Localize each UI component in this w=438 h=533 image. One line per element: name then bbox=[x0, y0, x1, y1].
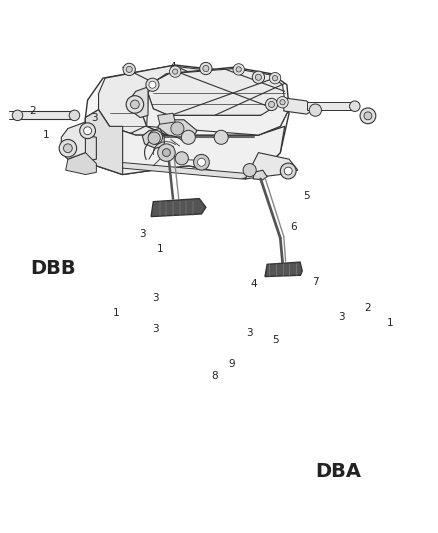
Circle shape bbox=[80, 123, 95, 139]
Polygon shape bbox=[85, 65, 289, 179]
Circle shape bbox=[126, 66, 132, 72]
Circle shape bbox=[255, 74, 261, 80]
Bar bbox=[18, 111, 74, 119]
Circle shape bbox=[272, 76, 278, 81]
Circle shape bbox=[252, 71, 265, 84]
Text: 1: 1 bbox=[113, 308, 120, 318]
Circle shape bbox=[59, 140, 77, 157]
Text: 1: 1 bbox=[386, 318, 393, 328]
Polygon shape bbox=[284, 98, 315, 114]
Circle shape bbox=[280, 100, 285, 105]
Polygon shape bbox=[85, 110, 123, 174]
Circle shape bbox=[360, 108, 376, 124]
Text: 3: 3 bbox=[152, 324, 159, 334]
Polygon shape bbox=[85, 110, 285, 179]
Text: 5: 5 bbox=[272, 335, 279, 345]
Polygon shape bbox=[61, 122, 85, 159]
Circle shape bbox=[284, 167, 292, 175]
Circle shape bbox=[158, 144, 175, 161]
Circle shape bbox=[350, 101, 360, 111]
Circle shape bbox=[265, 98, 278, 110]
Text: 2: 2 bbox=[364, 303, 371, 313]
Text: 9: 9 bbox=[229, 359, 236, 368]
Polygon shape bbox=[151, 199, 206, 216]
Text: 7: 7 bbox=[312, 277, 319, 287]
Circle shape bbox=[84, 127, 92, 135]
Text: 6: 6 bbox=[290, 222, 297, 232]
Circle shape bbox=[280, 163, 296, 179]
Circle shape bbox=[148, 132, 160, 144]
Text: 3: 3 bbox=[246, 328, 253, 338]
Circle shape bbox=[175, 152, 188, 165]
Circle shape bbox=[170, 66, 181, 77]
Circle shape bbox=[268, 101, 275, 108]
Circle shape bbox=[309, 104, 321, 116]
Circle shape bbox=[126, 96, 144, 113]
Circle shape bbox=[69, 110, 80, 120]
Text: 2: 2 bbox=[29, 106, 36, 116]
Circle shape bbox=[203, 66, 209, 71]
Text: 3: 3 bbox=[152, 293, 159, 303]
Circle shape bbox=[148, 130, 162, 144]
Polygon shape bbox=[96, 161, 258, 179]
Circle shape bbox=[194, 155, 209, 170]
Circle shape bbox=[200, 62, 212, 75]
Polygon shape bbox=[66, 152, 96, 174]
Polygon shape bbox=[99, 66, 280, 135]
Text: 4: 4 bbox=[251, 279, 258, 289]
Text: 4: 4 bbox=[170, 62, 177, 72]
Circle shape bbox=[64, 144, 72, 152]
Polygon shape bbox=[158, 113, 175, 124]
Circle shape bbox=[171, 122, 184, 135]
Circle shape bbox=[198, 158, 205, 166]
Text: 1: 1 bbox=[42, 130, 49, 140]
Text: 5: 5 bbox=[303, 191, 310, 201]
Polygon shape bbox=[140, 67, 289, 135]
Bar bbox=[307, 102, 355, 110]
Polygon shape bbox=[148, 69, 285, 115]
Circle shape bbox=[243, 164, 256, 177]
Circle shape bbox=[214, 130, 228, 144]
Text: 1: 1 bbox=[156, 244, 163, 254]
Polygon shape bbox=[253, 170, 267, 180]
Polygon shape bbox=[147, 93, 289, 135]
Circle shape bbox=[269, 72, 281, 84]
Polygon shape bbox=[158, 120, 197, 138]
Polygon shape bbox=[245, 152, 298, 179]
Polygon shape bbox=[129, 87, 148, 118]
Polygon shape bbox=[265, 262, 302, 277]
Polygon shape bbox=[142, 128, 164, 148]
Circle shape bbox=[173, 69, 178, 74]
Circle shape bbox=[233, 64, 244, 75]
Text: 3: 3 bbox=[338, 312, 345, 322]
Polygon shape bbox=[61, 135, 96, 161]
Circle shape bbox=[123, 63, 135, 76]
Circle shape bbox=[131, 100, 139, 109]
Circle shape bbox=[12, 110, 23, 120]
Circle shape bbox=[364, 112, 372, 120]
Circle shape bbox=[162, 149, 170, 157]
Circle shape bbox=[277, 96, 288, 108]
Text: 3: 3 bbox=[91, 112, 98, 123]
Circle shape bbox=[236, 67, 241, 72]
Circle shape bbox=[181, 130, 195, 144]
Text: DBB: DBB bbox=[31, 259, 76, 278]
Text: 8: 8 bbox=[211, 371, 218, 381]
Text: 3: 3 bbox=[139, 229, 146, 239]
Circle shape bbox=[146, 78, 159, 91]
Text: DBA: DBA bbox=[315, 462, 361, 481]
Circle shape bbox=[149, 81, 156, 88]
